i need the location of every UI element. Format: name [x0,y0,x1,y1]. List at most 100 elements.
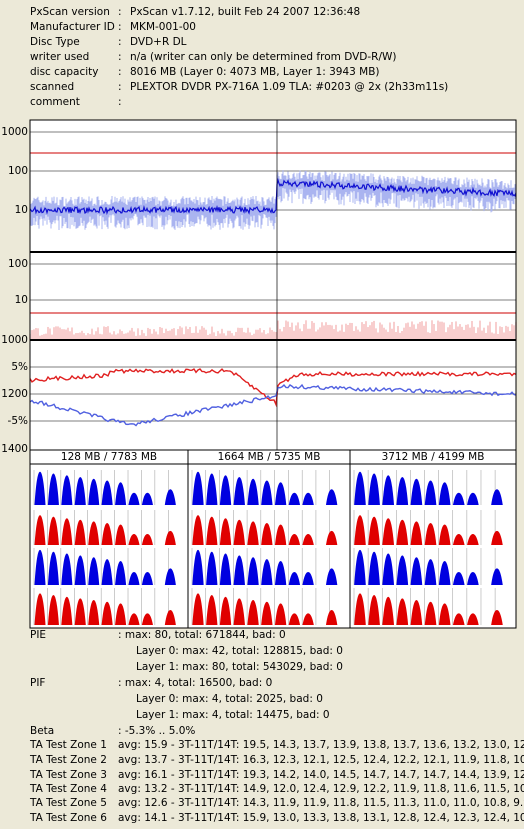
ta-peak [396,598,409,625]
ta-peak [61,518,73,545]
ta-peak [61,553,73,585]
header-colon: : [118,96,122,108]
ta-peak [101,522,113,545]
ta-peak [438,482,451,505]
ta-peak [302,492,314,505]
ta-peak [34,549,46,585]
result-value: avg: 15.9 - 3T-11T/14T: 19.5, 14.3, 13.7… [118,739,524,751]
header-colon: : [118,51,122,63]
ta-peak [491,568,503,585]
ta-peak [141,613,153,625]
ta-peak [88,600,100,625]
result-label: TA Test Zone 3 [29,769,107,781]
header-label: Disc Type [30,36,80,48]
ta-peak [325,530,338,545]
ta-peak [219,596,232,625]
ta-peak [247,478,259,505]
ta-peak [274,560,287,585]
ta-peak [61,475,73,505]
ta-peak [128,572,140,585]
beta-axis-label: 1200 [1,388,28,400]
result-label: TA Test Zone 6 [29,812,107,824]
ta-peak [47,473,59,505]
ta-peak [354,515,366,545]
ta-peak [261,480,273,505]
ta-peak [233,555,245,585]
header-colon: : [118,66,122,78]
header-colon: : [118,81,122,93]
beta-blue [29,383,517,427]
ta-peak [206,516,218,545]
ta-peak [141,572,153,585]
ta-peak [101,559,113,585]
ta-peak [74,477,86,505]
ta-peak [206,595,218,625]
ta-peak [491,530,503,545]
ta-peak [164,568,176,585]
ta-peak [192,515,204,545]
ta-peak [88,521,100,545]
beta-red [29,368,517,408]
ta-peak [382,475,395,505]
pie-axis-label: 10 [15,204,28,216]
ta-peak [288,492,301,505]
ta-peak [274,482,287,505]
ta-peak [467,572,479,585]
header-value: DVD+R DL [130,36,187,48]
header-colon: : [118,21,122,33]
ta-peak [47,551,59,585]
result-value: avg: 14.1 - 3T-11T/14T: 15.9, 13.0, 13.3… [118,812,524,824]
ta-peak [467,533,479,545]
result-value: : -5.3% .. 5.0% [118,725,195,737]
result-value: avg: 12.6 - 3T-11T/14T: 14.3, 11.9, 11.9… [118,797,524,809]
beta-axis-label: 1400 [1,443,28,455]
ta-peak [325,489,338,505]
ta-peak [424,480,437,505]
ta-peak [288,572,301,585]
header-value: n/a (writer can only be determined from … [130,51,396,63]
ta-peak [396,519,409,545]
ta-peak [491,610,503,625]
ta-peak [467,613,479,625]
result-label: PIF [30,677,45,689]
ta-peak [192,593,204,625]
ta-peak [74,598,86,625]
result-value: Layer 0: max: 4, total: 2025, bad: 0 [136,693,323,705]
pif-axis-label: 10 [15,294,28,306]
ta-peak [382,553,395,585]
header-label: disc capacity [30,66,99,78]
ta-peak [452,492,465,505]
ta-peak [354,549,366,585]
ta-peak [261,601,273,625]
header-value: 8016 MB (Layer 0: 4073 MB, Layer 1: 3943… [130,66,380,78]
ta-column-title: 128 MB / 7783 MB [61,451,157,463]
ta-peak [115,482,127,505]
ta-peak [325,610,338,625]
header-label: writer used [30,51,89,63]
header-label: PxScan version [30,6,110,18]
ta-peak [438,560,451,585]
ta-peak [164,530,176,545]
ta-peak [233,598,245,625]
ta-peak [288,533,301,545]
ta-peak [219,553,232,585]
ta-peak [410,521,423,545]
ta-peak [128,492,140,505]
ta-peak [424,601,437,625]
ta-column-title: 3712 MB / 4199 MB [382,451,485,463]
ta-peak [274,524,287,545]
ta-peak [61,596,73,625]
result-label: PIE [30,629,46,641]
ta-peak [192,471,204,505]
header-colon: : [118,6,122,18]
result-value: Layer 1: max: 80, total: 543029, bad: 0 [136,661,343,673]
ta-peak [141,492,153,505]
ta-peak [164,610,176,625]
beta-axis-label: 1000 [1,334,28,346]
result-value: avg: 16.1 - 3T-11T/14T: 19.3, 14.2, 14.0… [118,769,524,781]
ta-peak [47,595,59,625]
ta-peak [382,596,395,625]
ta-peak [115,560,127,585]
